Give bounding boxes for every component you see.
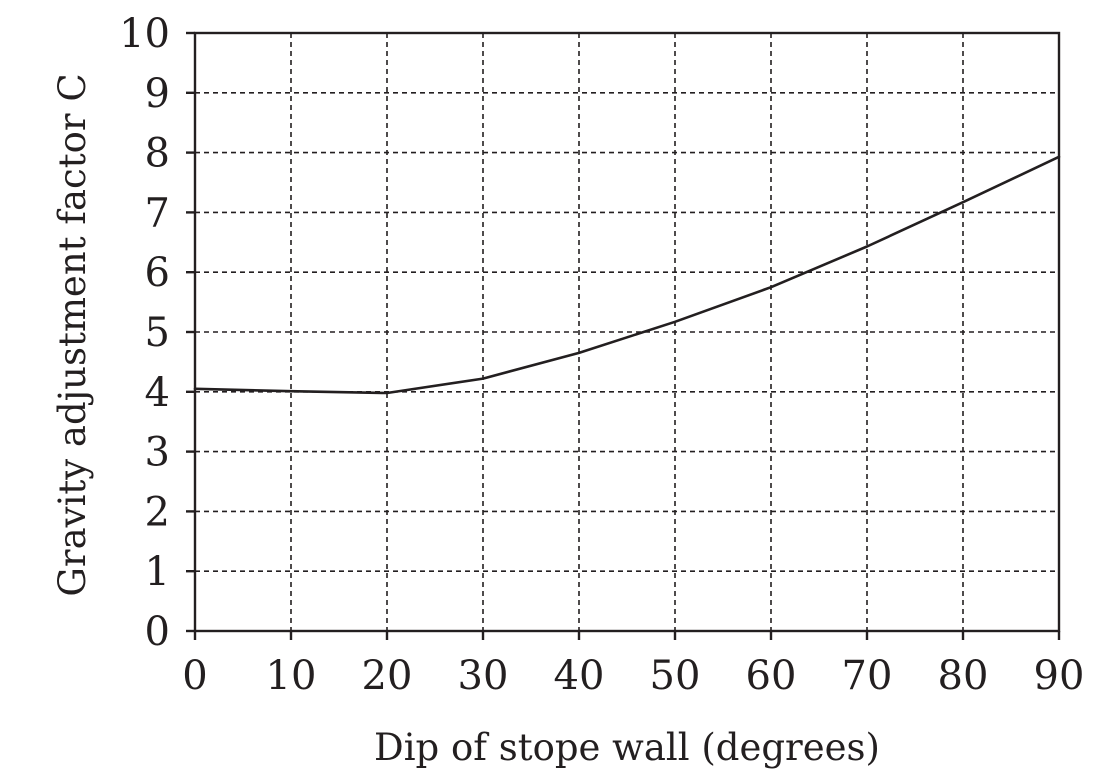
y-tick-label: 4 xyxy=(145,370,170,416)
x-tick-label: 20 xyxy=(362,653,413,699)
x-axis-title: Dip of stope wall (degrees) xyxy=(374,726,880,769)
x-tick-label: 0 xyxy=(182,653,207,699)
x-tick-label: 10 xyxy=(266,653,317,699)
x-tick-label: 30 xyxy=(458,653,509,699)
x-tick-label: 70 xyxy=(842,653,893,699)
grid-lines xyxy=(195,33,1059,631)
x-tick-labels: 0 10 20 30 40 50 60 70 80 90 xyxy=(182,653,1084,699)
y-tick-label: 10 xyxy=(119,11,170,57)
series-line-0 xyxy=(193,155,1061,395)
y-tick-label: 8 xyxy=(145,131,170,177)
series-layer xyxy=(193,155,1061,395)
x-tick-label: 50 xyxy=(650,653,701,699)
x-tick-label: 40 xyxy=(554,653,605,699)
y-tick-label: 1 xyxy=(145,549,170,595)
x-tick-label: 60 xyxy=(746,653,797,699)
y-tick-label: 7 xyxy=(145,190,170,236)
y-tick-labels: 0 1 2 3 4 5 6 7 8 9 10 xyxy=(119,11,170,655)
y-axis-title: Gravity adjustment factor C xyxy=(51,73,94,596)
tick-marks xyxy=(186,31,1061,640)
y-tick-label: 2 xyxy=(145,489,170,535)
y-tick-label: 9 xyxy=(145,71,170,117)
x-tick-label: 80 xyxy=(938,653,989,699)
y-tick-label: 0 xyxy=(145,609,170,655)
y-tick-label: 3 xyxy=(145,430,170,476)
y-tick-label: 6 xyxy=(145,250,170,296)
x-tick-label: 90 xyxy=(1034,653,1085,699)
y-tick-label: 5 xyxy=(145,310,170,356)
